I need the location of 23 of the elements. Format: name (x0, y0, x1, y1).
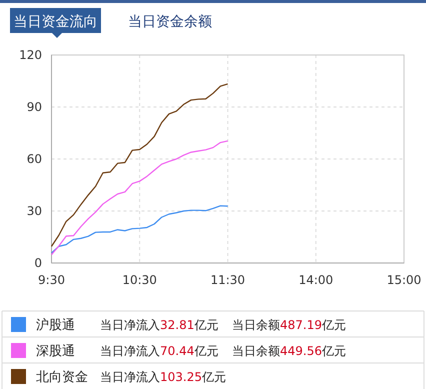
text: 当日余额487.19亿元 (232, 318, 346, 332)
text: 当日余额449.56亿元 (232, 344, 346, 358)
x-tick-label: 9:30 (38, 273, 65, 287)
y-tick-label: 30 (26, 204, 42, 218)
text: 当日净流入32.81亿元 (100, 318, 218, 332)
x-tick-label: 14:00 (298, 273, 334, 287)
y-tick-label: 0 (34, 256, 42, 270)
chart-title: 当日资金流向 (14, 14, 98, 30)
legend-label: 北向资金 (36, 370, 88, 385)
y-tick-label: 90 (26, 100, 42, 114)
line-series (50, 83, 228, 247)
line-series (50, 205, 228, 254)
y-tick-label: 120 (19, 48, 42, 62)
legend-label: 深股通 (36, 344, 75, 359)
x-tick-label: 11:30 (210, 273, 246, 287)
text: 当日净流入70.44亿元 (100, 344, 218, 358)
y-tick-label: 60 (26, 152, 42, 166)
x-tick-label: 10:30 (122, 273, 157, 287)
chart-subtitle: 当日资金余额 (128, 14, 212, 30)
text: 当日净流入103.25亿元 (100, 370, 226, 384)
x-tick-label: 15:00 (386, 273, 422, 287)
legend-label: 沪股通 (36, 317, 75, 333)
line-series (50, 140, 228, 256)
